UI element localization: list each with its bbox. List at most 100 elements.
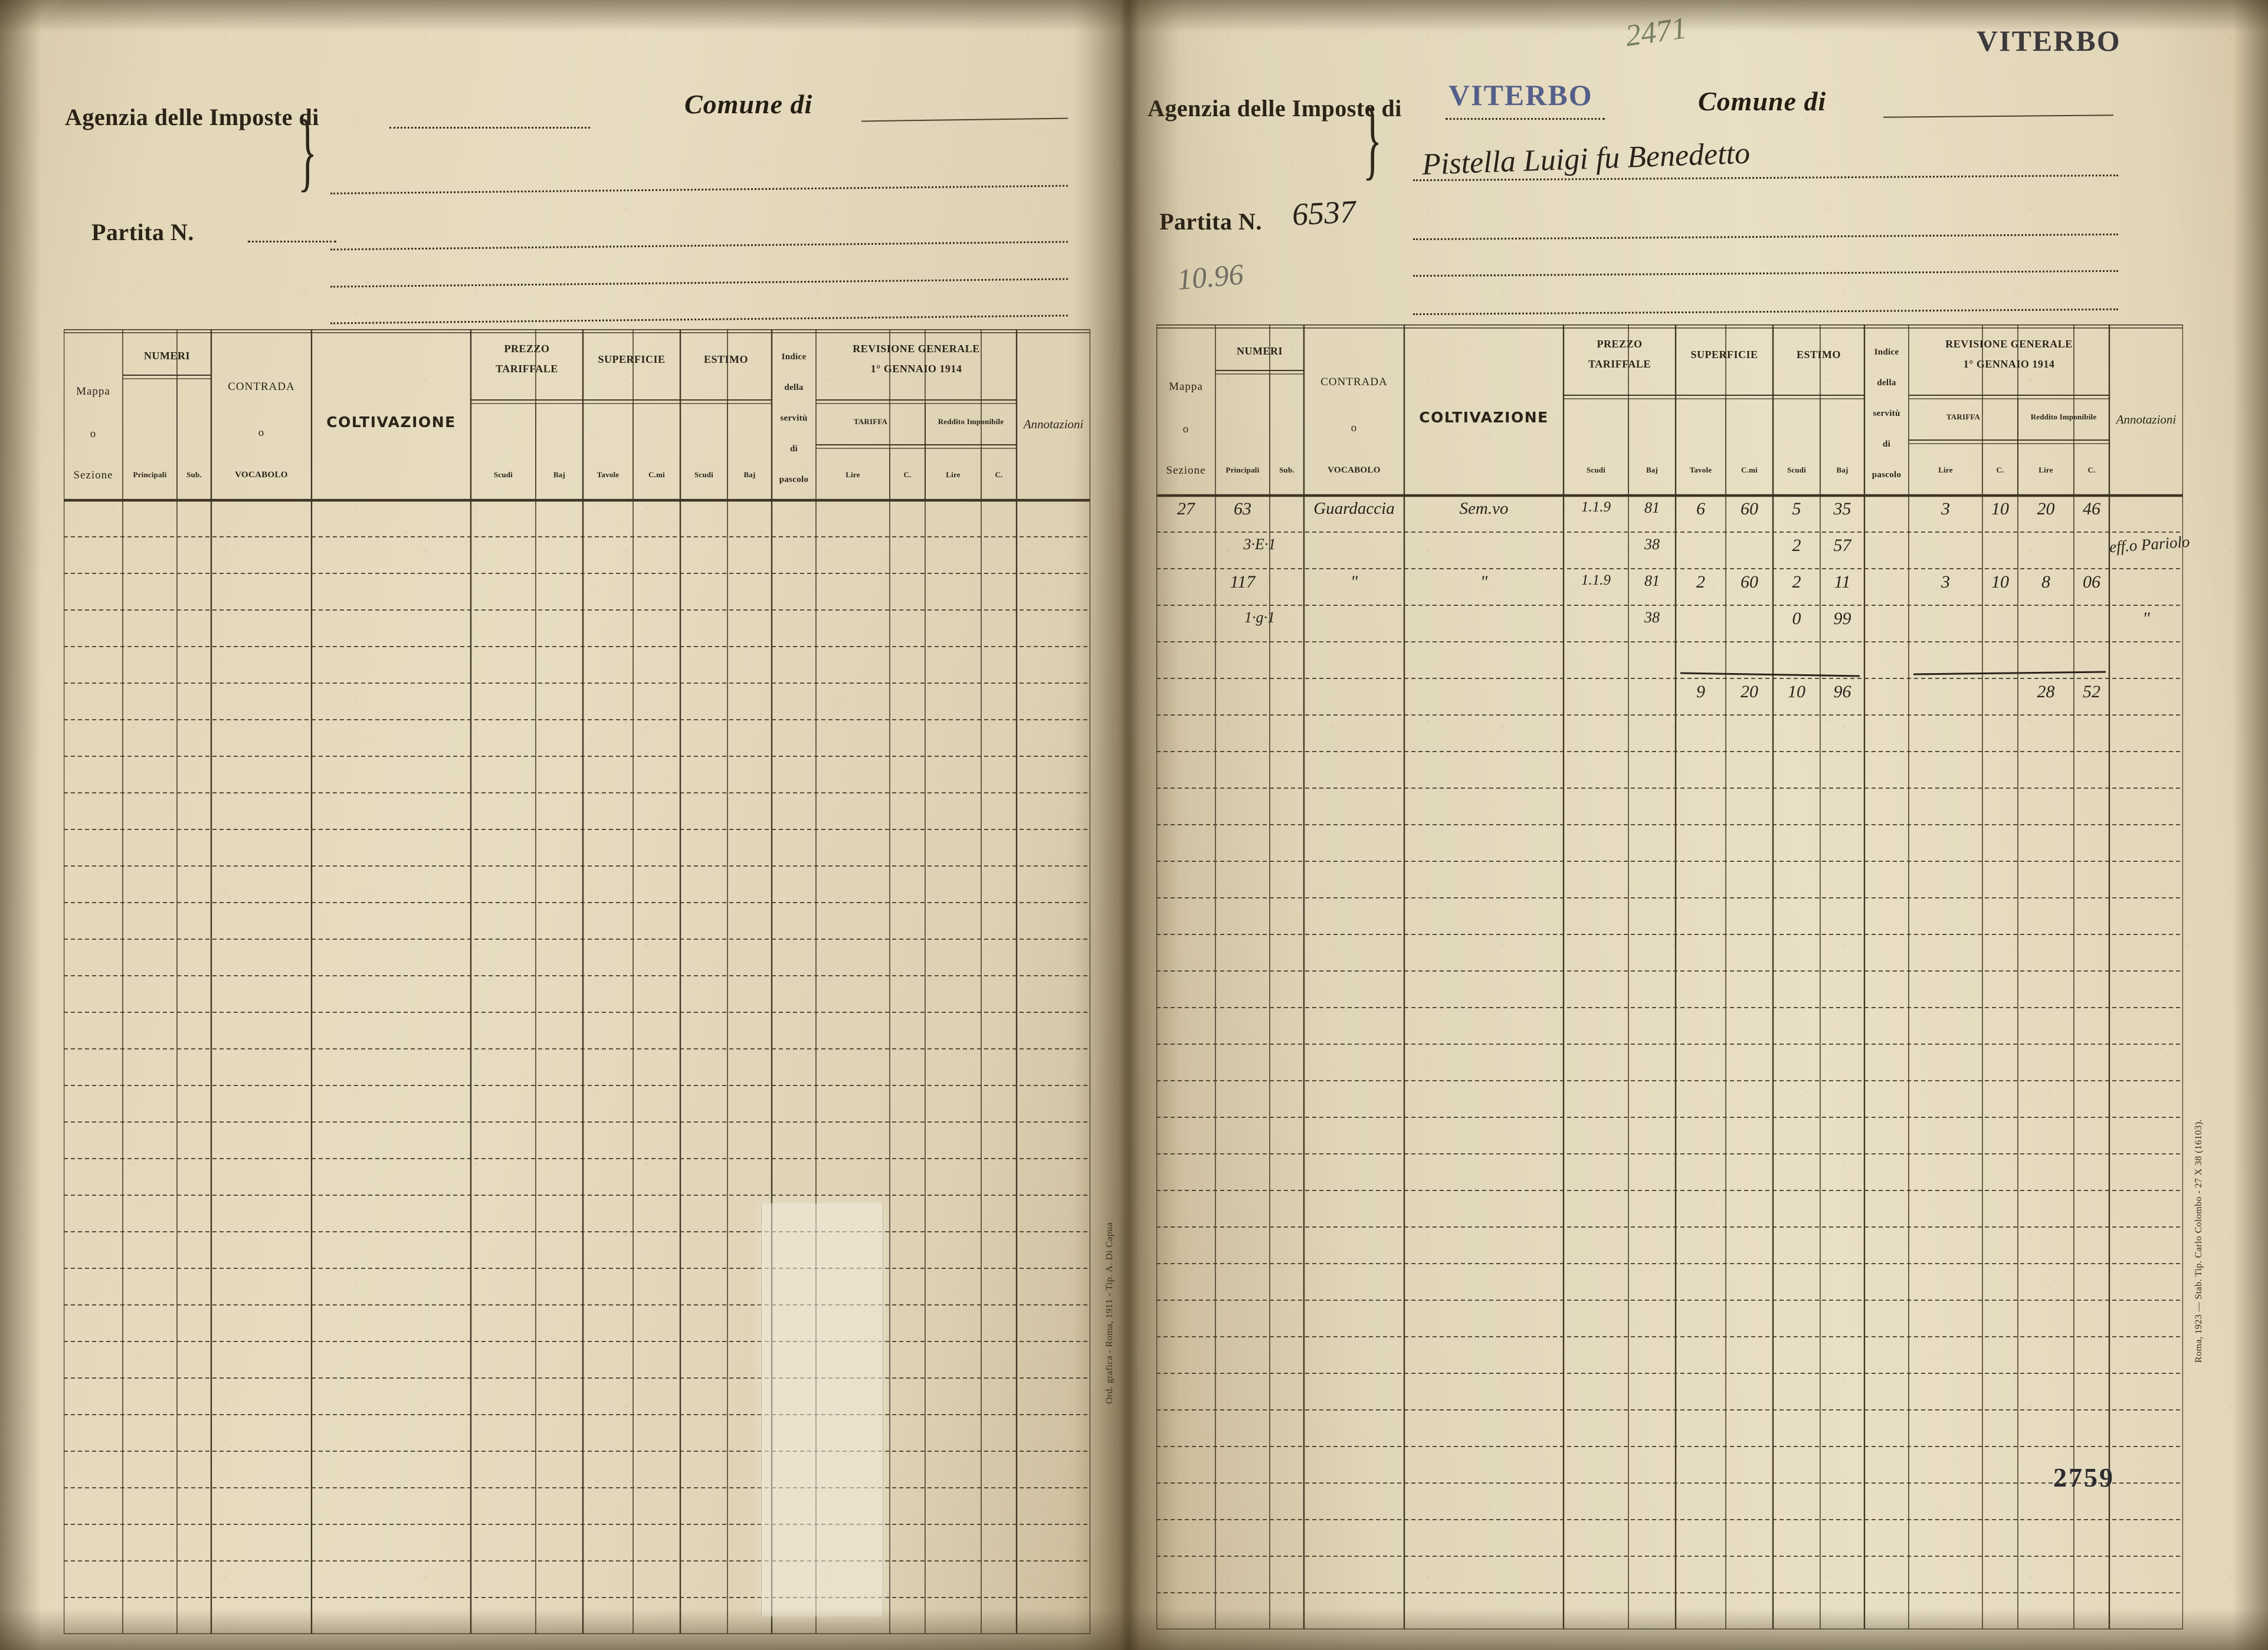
tape-repair-strip xyxy=(761,1203,883,1616)
left-header-indice-2: servitù xyxy=(780,414,808,423)
left-header-contrada: CONTRADA xyxy=(228,380,295,393)
right-header-numeri: NUMERI xyxy=(1237,345,1283,357)
left-page-sheet xyxy=(0,0,1124,1650)
r1-prezzo-baj[interactable]: 81 xyxy=(1644,499,1660,516)
r2-sup-tavole[interactable]: 2 xyxy=(1696,572,1705,592)
right-table-grid xyxy=(1156,324,2183,1629)
r2-num-sub-code[interactable]: 1·g·1 xyxy=(1244,609,1275,626)
r1-tariffa-lire[interactable]: 3 xyxy=(1941,499,1950,519)
left-header-mappa: Mappa xyxy=(76,385,110,398)
left-header-revisione-data: 1° GENNAIO 1914 xyxy=(870,363,962,375)
left-agenzia-label: Agenzia delle Imposte di xyxy=(65,104,319,130)
left-agenzia-rule xyxy=(389,127,590,129)
r1-num-sub-code[interactable]: 3·E·1 xyxy=(1243,536,1276,553)
right-header-indice-2: servitù xyxy=(1873,409,1900,418)
right-header-tar-c: C. xyxy=(1996,465,2004,474)
right-pencil-side-number[interactable]: 10.96 xyxy=(1175,257,1245,296)
right-header-superficie: SUPERFICIE xyxy=(1690,349,1758,360)
right-header-principali: Principali xyxy=(1225,465,1260,474)
left-header-sup-cmi: C.mi xyxy=(648,470,665,479)
r2-sup-cmi[interactable]: 60 xyxy=(1741,572,1758,592)
r2-est-scudi[interactable]: 2 xyxy=(1792,572,1801,592)
right-ledger-table: Mappa o Sezione NUMERI Principali Sub. CONTRAD… xyxy=(1156,324,2190,1629)
right-partita-label: Partita N. xyxy=(1159,208,1262,235)
r2-num-principali[interactable]: 117 xyxy=(1230,572,1256,592)
r2-est-baj[interactable]: 11 xyxy=(1834,572,1851,592)
r1-reddito-lire[interactable]: 20 xyxy=(2037,499,2055,519)
r2-est-scudi2[interactable]: 0 xyxy=(1792,609,1801,628)
r2-prezzo-scudi[interactable]: 1.1.9 xyxy=(1581,572,1611,588)
r1-contrada[interactable]: Guardaccia xyxy=(1313,499,1395,518)
r2-prezzo-baj2[interactable]: 38 xyxy=(1644,609,1660,626)
right-header-contrada: CONTRADA xyxy=(1320,376,1388,388)
left-header-sup-tavole: Tavole xyxy=(597,470,620,479)
r1-sup-cmi[interactable]: 60 xyxy=(1741,499,1758,519)
right-comune-value-stamp[interactable]: VITERBO xyxy=(1977,24,2121,57)
left-header-indice-3: di xyxy=(789,444,798,454)
r1-coltivazione[interactable]: Sem.vo xyxy=(1459,499,1509,518)
r1-est-baj[interactable]: 35 xyxy=(1833,499,1851,519)
left-header-superficie: SUPERFICIE xyxy=(598,353,666,365)
r1-est-baj2[interactable]: 57 xyxy=(1833,536,1851,555)
right-header-indice-0: Indice xyxy=(1874,347,1899,357)
right-header-mappa: Mappa xyxy=(1169,380,1203,393)
left-header-est-scudi: Scudi xyxy=(694,470,714,479)
tot-est-scudi[interactable]: 10 xyxy=(1788,682,1805,701)
left-header-reddito: Reddito Imponibile xyxy=(938,417,1004,426)
right-header-annotazioni: Annotazioni xyxy=(2116,412,2177,427)
tot-sup-tavole[interactable]: 9 xyxy=(1696,682,1705,701)
tot-sup-cmi[interactable]: 20 xyxy=(1741,682,1758,701)
r1-tariffa-c[interactable]: 10 xyxy=(1991,499,2009,519)
right-agenzia-value-stamp[interactable]: VITERBO xyxy=(1448,78,1593,111)
r2-coltivazione[interactable]: " xyxy=(1480,572,1488,592)
right-header-revisione-data: 1° GENNAIO 1914 xyxy=(1963,358,2055,370)
r2-contrada[interactable]: " xyxy=(1350,572,1358,592)
left-header-revisione: REVISIONE GENERALE xyxy=(853,343,980,355)
left-header-tariffa: TARIFFA xyxy=(853,417,888,426)
right-header-est-scudi: Scudi xyxy=(1787,465,1807,474)
left-header-coltivazione: COLTIVAZIONE xyxy=(326,414,456,431)
bottom-edge-shadow xyxy=(0,1609,2268,1650)
r2-reddito-lire[interactable]: 8 xyxy=(2041,572,2050,592)
r2-est-baj2[interactable]: 99 xyxy=(1833,609,1851,628)
tot-reddito-c[interactable]: 52 xyxy=(2083,682,2100,701)
r2-annotazioni[interactable]: " xyxy=(2142,609,2150,628)
r2-prezzo-baj[interactable]: 81 xyxy=(1644,572,1660,589)
left-header-tar-c: C. xyxy=(903,470,912,479)
r1-prezzo-scudi[interactable]: 1.1.9 xyxy=(1581,499,1611,515)
left-header-vocabolo: VOCABOLO xyxy=(235,470,288,480)
left-header-indice-4: pascolo xyxy=(779,475,809,484)
right-header-vocabolo: VOCABOLO xyxy=(1328,465,1381,475)
left-header-estimo: ESTIMO xyxy=(703,353,749,365)
left-header-est-baj: Baj xyxy=(743,470,756,479)
tot-est-baj[interactable]: 96 xyxy=(1833,682,1851,701)
left-header-red-lire: Lire xyxy=(946,470,961,479)
left-edge-shadow xyxy=(0,0,41,1650)
tot-reddito-lire[interactable]: 28 xyxy=(2037,682,2055,701)
r1-reddito-c[interactable]: 46 xyxy=(2083,499,2100,519)
r1-mappa[interactable]: 27 xyxy=(1177,499,1195,519)
left-brace: } xyxy=(297,102,317,200)
right-header-sezione: Sezione xyxy=(1166,464,1206,477)
right-partita-value[interactable]: 6537 xyxy=(1291,193,1357,232)
left-header-mappa-o: o xyxy=(90,428,97,440)
r1-sup-tavole[interactable]: 6 xyxy=(1696,499,1705,519)
r1-num-principali[interactable]: 63 xyxy=(1234,499,1251,519)
right-edge-shadow xyxy=(2233,0,2268,1650)
r1-prezzo-baj2[interactable]: 38 xyxy=(1644,536,1660,553)
r1-est-scudi2[interactable]: 2 xyxy=(1792,536,1801,555)
left-header-prezzo: PREZZO xyxy=(504,343,550,355)
r2-reddito-c[interactable]: 06 xyxy=(2083,572,2100,592)
right-header-sub: Sub. xyxy=(1279,465,1294,474)
left-header-sezione: Sezione xyxy=(73,469,113,481)
r1-est-scudi[interactable]: 5 xyxy=(1792,499,1801,519)
left-table-grid xyxy=(64,329,1090,1634)
right-header-prezzo-baj: Baj xyxy=(1646,465,1659,474)
right-header-indice-3: di xyxy=(1882,439,1891,449)
right-header-indice-1: della xyxy=(1877,378,1896,388)
right-header-estimo: ESTIMO xyxy=(1796,349,1841,360)
left-header-sub: Sub. xyxy=(186,470,202,479)
r2-tariffa-c[interactable]: 10 xyxy=(1991,572,2009,592)
right-header-prezzo-scudi: Scudi xyxy=(1586,465,1606,474)
r2-tariffa-lire[interactable]: 3 xyxy=(1941,572,1950,592)
